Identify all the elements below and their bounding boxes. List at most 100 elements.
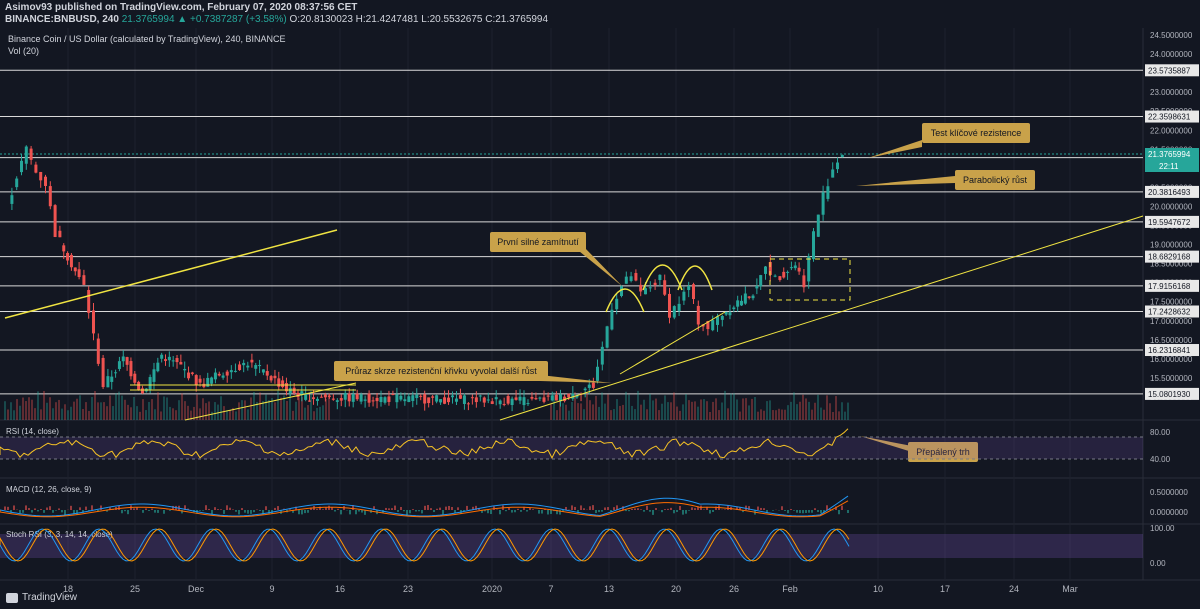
volume-bar [49,397,51,420]
macd-histogram-bar [805,510,807,513]
macd-histogram-bar [88,510,90,512]
macd-histogram-bar [619,510,621,511]
callout-text: Přepálený trh [916,447,970,457]
candle-body [15,178,19,188]
macd-histogram-bar [319,506,321,510]
volume-bar [97,402,99,420]
candle-body [171,360,175,362]
macd-histogram-bar [61,510,63,513]
macd-histogram-bar [580,505,582,510]
volume-bar [172,408,174,420]
macd-histogram-bar [421,510,423,514]
time-tick-label: 7 [548,584,553,594]
volume-bar [298,397,300,420]
volume-bar [202,398,204,420]
volume-bar [106,406,108,420]
macd-histogram-bar [394,505,396,510]
volume-bar [796,404,798,420]
volume-bar [628,394,630,420]
macd-histogram-bar [34,508,36,510]
macd-histogram-bar [595,510,597,514]
macd-histogram-bar [529,507,531,510]
candle-body [692,284,695,300]
price-tick-label: 19.0000000 [1150,241,1193,250]
macd-histogram-bar [109,507,111,510]
callout-box [955,170,1035,190]
pattern-arc [677,265,713,291]
volume-bar [586,393,588,420]
candle-body [510,398,514,405]
candle-body [198,378,202,383]
candle-body [246,365,250,368]
candle-body [167,356,171,361]
volume-bar [319,406,321,420]
trendline [4,229,338,319]
macd-histogram-bar [262,510,264,515]
macd-histogram-bar [565,506,567,510]
volume-bar [7,409,9,420]
volume-bar [793,392,795,420]
candle-body [265,371,269,376]
volume-bar [265,394,267,420]
price-tick-label: 15.5000000 [1150,374,1193,383]
volume-bar [238,402,240,420]
macd-histogram-bar [439,507,441,510]
volume-bar [208,401,210,420]
macd-histogram-bar [538,510,540,514]
volume-bar [799,401,801,420]
candle-body [797,267,801,272]
macd-histogram-bar [505,510,507,512]
candle-body [371,400,375,402]
volume-bar [847,402,849,420]
candle-body [454,398,458,402]
volume-bar [835,396,837,420]
volume-bar [634,409,636,420]
volume-bar [19,405,21,420]
macd-histogram-bar [655,508,657,510]
candle-body [789,267,793,269]
macd-histogram-bar [625,510,627,512]
level-label-box [1145,344,1199,357]
candle-body [229,370,233,373]
volume-bar [178,400,180,420]
macd-histogram-bar [634,508,636,510]
candle-body [672,306,676,318]
candle-body [826,186,830,199]
candle-body [387,396,391,402]
time-tick-label: Feb [782,584,798,594]
volume-bar [79,395,81,420]
macd-histogram-bar [670,507,672,510]
macd-histogram-bar [199,510,201,511]
symbol[interactable]: BINANCE:BNBUSD, 240 [5,14,119,25]
ohlc-values: O:20.8130023 H:21.4247481 L:20.5532675 C… [289,14,549,25]
volume-bar [823,409,825,420]
candle-body [571,393,575,399]
consolidation-box [769,258,851,301]
volume-bar [115,393,117,420]
macd-histogram-bar [781,506,783,510]
candle-body [466,403,470,405]
candle-body [53,205,57,237]
macd-histogram-bar [442,510,444,515]
volume-bar [754,397,756,420]
volume-bar [730,393,732,420]
volume-bar [757,411,759,420]
candle-body [62,245,66,252]
macd-histogram-bar [628,510,630,512]
candle-body [399,395,403,400]
candle-body [179,362,183,365]
volume-bar [127,404,129,420]
macd-histogram-bar [205,505,207,510]
candle-body [29,148,33,160]
volume-bar [574,392,576,420]
candle-body [732,307,736,310]
candle-body [327,395,331,397]
macd-histogram-bar [526,510,528,512]
candle-body [121,356,125,362]
volume-bar [631,405,633,420]
volume-bar [775,410,777,420]
candle-body [164,359,167,361]
volume-bar [103,402,105,420]
volume-bar [673,392,675,420]
